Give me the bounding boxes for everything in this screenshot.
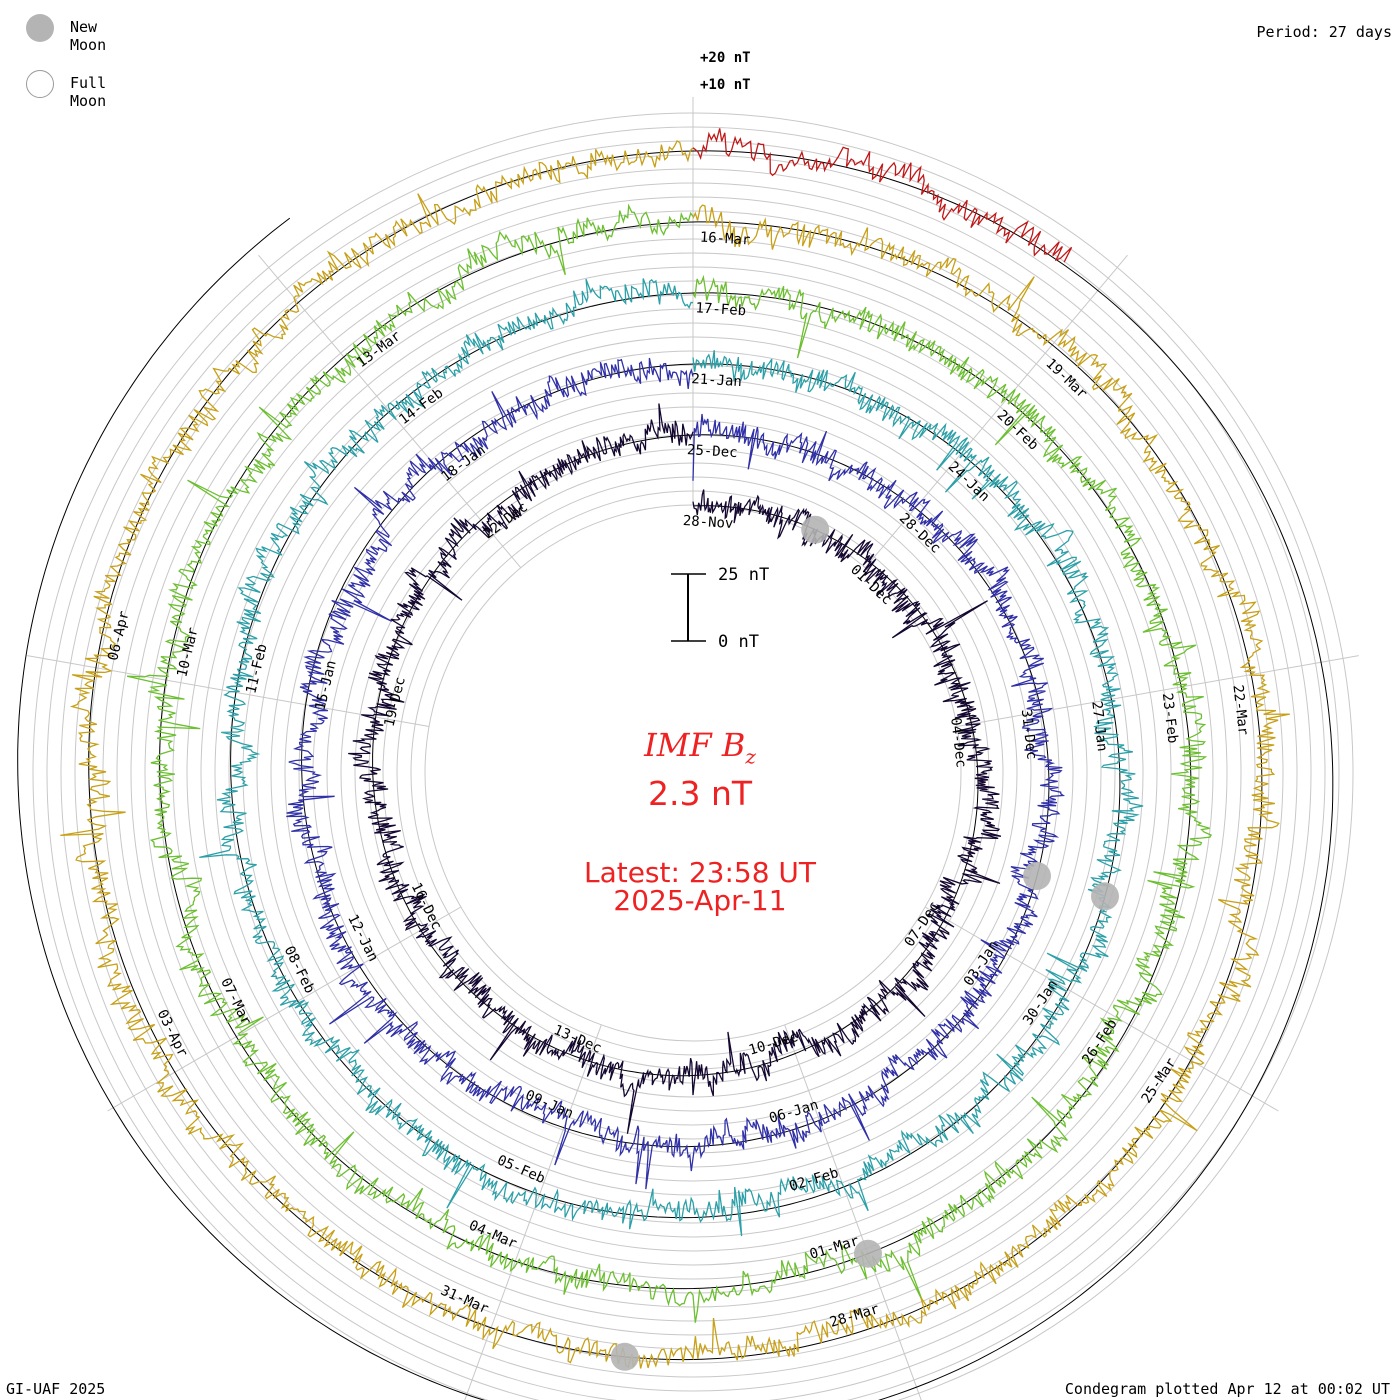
guide-ring [410, 490, 976, 1056]
sector-line [864, 254, 1128, 569]
bz-trace-28-Nov [348, 403, 1002, 1134]
scale-bar-top-label: 25 nT [718, 565, 769, 585]
date-label: 20-Feb [994, 407, 1042, 453]
sector-line [464, 1024, 602, 1400]
period-label: Period: 27 days [1256, 23, 1392, 41]
chart-title-main: IMF B [644, 726, 746, 764]
date-label: 12-Jan [344, 912, 381, 964]
date-label: 06-Jan [767, 1097, 820, 1127]
date-label: 21-Jan [691, 371, 742, 390]
date-label: 08-Feb [281, 944, 318, 996]
bz-trace-17-Feb [126, 203, 1213, 1323]
current-value: 2.3 nT [647, 774, 753, 813]
new-moon-marker-28-Feb [854, 1239, 882, 1268]
bz-trace-21-Jan [199, 278, 1144, 1237]
date-label: 04-Dec [947, 716, 969, 768]
new-moon-marker-30-Nov [801, 515, 830, 544]
scale-bar-bottom-label: 0 nT [718, 632, 759, 652]
date-label: 28-Nov [682, 513, 733, 532]
chart-title: IMF Bz [0, 726, 1400, 768]
date-label: 05-Feb [495, 1152, 548, 1187]
date-label: 17-Feb [695, 300, 746, 319]
sector-line [107, 906, 462, 1112]
new-moon-marker-29-Jan [1091, 882, 1119, 911]
guide-ring [368, 448, 1018, 1098]
date-label: 13-Mar [354, 328, 404, 371]
new-moon-marker-30-Dec [1023, 862, 1051, 890]
legend-full-moon-label: Full Moon [70, 74, 107, 110]
date-label: 11-Feb [243, 642, 270, 695]
date-label: 03-Apr [154, 1007, 191, 1059]
date-label: 16-Mar [699, 230, 750, 249]
ring-scale-label: +10 nT [700, 77, 751, 93]
new-moon-marker-29-Mar [610, 1342, 639, 1371]
new-moon-icon [26, 14, 54, 42]
credit-label: GI-UAF 2025 [6, 1380, 106, 1398]
legend-new-moon-label: New Moon [70, 18, 107, 54]
date-label: 24-Jan [945, 459, 993, 505]
ring-scale-label: +20 nT [700, 50, 751, 66]
guide-ring [312, 392, 1074, 1154]
chart-title-sub: z [745, 744, 756, 769]
date-label: 25-Dec [687, 442, 738, 461]
date-label: 31-Dec [1018, 708, 1040, 760]
date-label: 25-Mar [1139, 1055, 1180, 1106]
date-label: 30-Jan [1020, 977, 1061, 1028]
guide-ring [396, 476, 990, 1070]
bz-trace-25-Dec [286, 357, 1066, 1190]
bz-trace-09-Apr [692, 128, 1073, 263]
latest-date: 2025-Apr-11 [613, 884, 787, 917]
latest-time: Latest: 23:58 UT [583, 856, 817, 889]
sector-line [784, 1024, 922, 1400]
sector-line [924, 906, 1279, 1112]
sector-line [956, 655, 1359, 727]
scale-bar: 25 nT 0 nT [671, 565, 769, 652]
full-moon-icon [26, 70, 54, 98]
date-label: 22-Mar [1229, 684, 1251, 736]
bz-trace-16-Mar [60, 140, 1290, 1369]
date-label: 27-Jan [1088, 700, 1110, 752]
plotted-label: Condegram plotted Apr 12 at 00:02 UT [1064, 1380, 1390, 1398]
date-label: 23-Feb [1159, 692, 1181, 744]
